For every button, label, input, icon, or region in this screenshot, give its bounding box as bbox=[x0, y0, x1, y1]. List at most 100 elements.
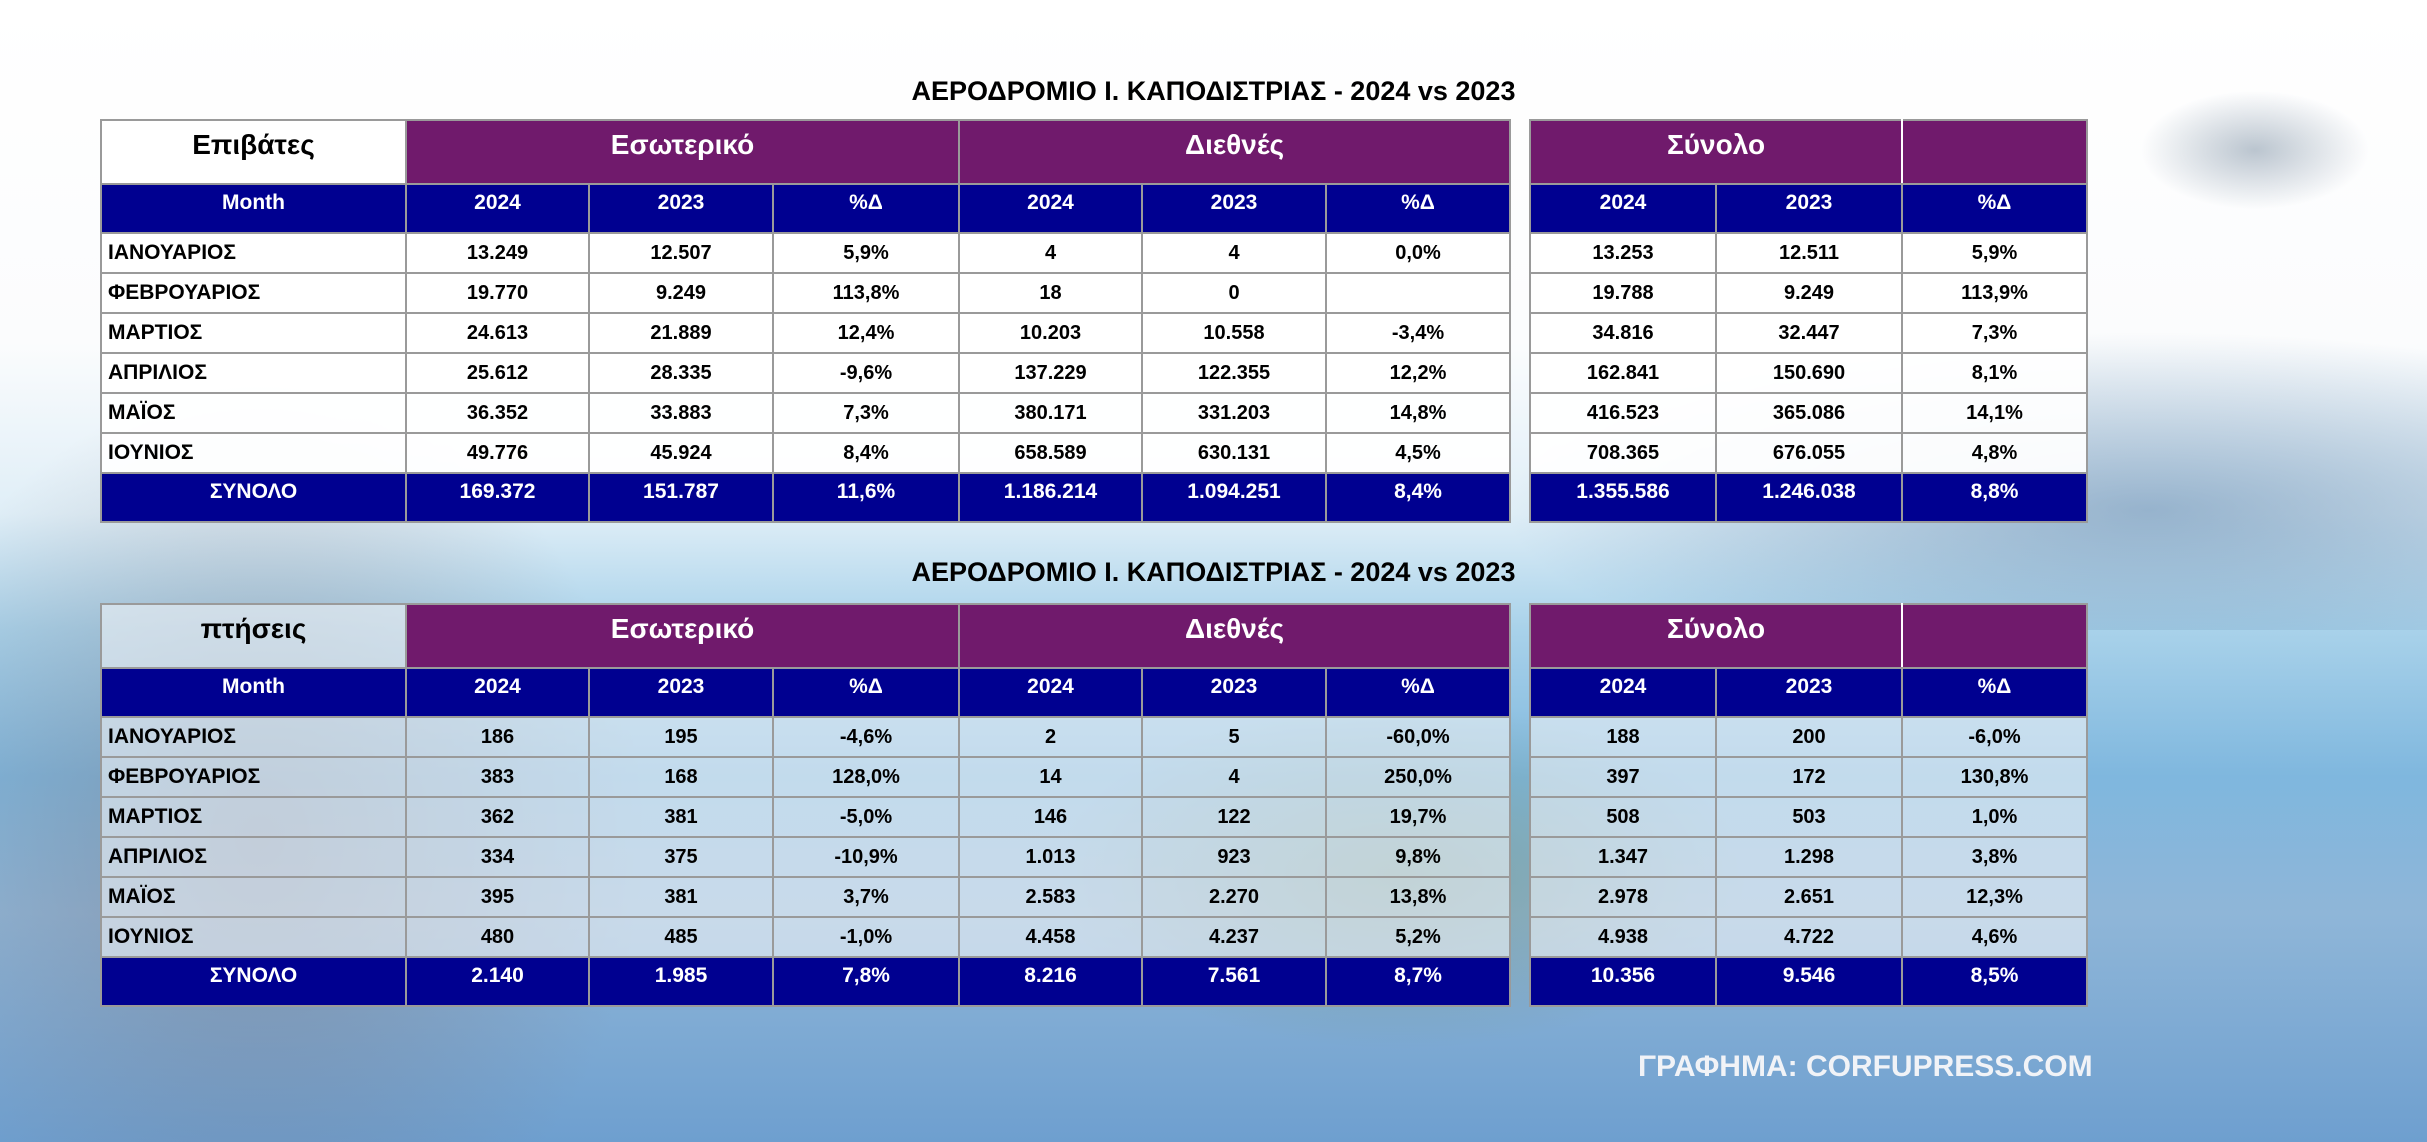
value-cell: 381 bbox=[588, 876, 774, 918]
value-cell: 13.253 bbox=[1529, 232, 1717, 274]
group-header-empty bbox=[1901, 603, 2088, 669]
total-value-cell: 8.216 bbox=[958, 956, 1143, 1007]
column-gap bbox=[1510, 273, 1530, 313]
column-header: %Δ bbox=[772, 183, 960, 234]
value-cell: 9.249 bbox=[588, 272, 774, 314]
value-cell: 137.229 bbox=[958, 352, 1143, 394]
total-value-cell: 151.787 bbox=[588, 472, 774, 523]
value-cell: 2.583 bbox=[958, 876, 1143, 918]
total-value-cell: 8,8% bbox=[1901, 472, 2088, 523]
value-cell: 13.249 bbox=[405, 232, 590, 274]
value-cell: 9,8% bbox=[1325, 836, 1511, 878]
total-value-cell: 2.140 bbox=[405, 956, 590, 1007]
month-cell: ΦΕΒΡΟΥΑΡΙΟΣ bbox=[100, 756, 407, 798]
value-cell: 4 bbox=[1141, 756, 1327, 798]
column-gap bbox=[1510, 353, 1530, 393]
column-header: %Δ bbox=[1901, 183, 2088, 234]
value-cell: 113,8% bbox=[772, 272, 960, 314]
value-cell: 4.938 bbox=[1529, 916, 1717, 958]
value-cell: 0,0% bbox=[1325, 232, 1511, 274]
passengers-table: Επιβάτες Εσωτερικό Διεθνές Σύνολο Month 2024 2… bbox=[100, 119, 2088, 523]
total-value-cell: 8,7% bbox=[1325, 956, 1511, 1007]
value-cell: 923 bbox=[1141, 836, 1327, 878]
column-gap bbox=[1510, 473, 1530, 522]
value-cell: 36.352 bbox=[405, 392, 590, 434]
group-header-total: Σύνολο bbox=[1529, 119, 1903, 185]
value-cell: 708.365 bbox=[1529, 432, 1717, 474]
value-cell: 33.883 bbox=[588, 392, 774, 434]
column-gap bbox=[1510, 604, 1530, 668]
value-cell: 658.589 bbox=[958, 432, 1143, 474]
group-header-row: Επιβάτες Εσωτερικό Διεθνές Σύνολο bbox=[100, 119, 2088, 185]
total-value-cell: 9.546 bbox=[1715, 956, 1903, 1007]
month-cell: ΑΠΡΙΛΙΟΣ bbox=[100, 836, 407, 878]
value-cell: 381 bbox=[588, 796, 774, 838]
value-cell: -9,6% bbox=[772, 352, 960, 394]
value-cell: -4,6% bbox=[772, 716, 960, 758]
total-label: ΣΥΝΟΛΟ bbox=[100, 956, 407, 1007]
month-cell: ΙΑΝΟΥΑΡΙΟΣ bbox=[100, 232, 407, 274]
table-row: ΦΕΒΡΟΥΑΡΙΟΣ 383 168 128,0% 14 4 250,0% 397 172 13… bbox=[100, 756, 2088, 798]
column-gap bbox=[1510, 717, 1530, 757]
value-cell: 2.270 bbox=[1141, 876, 1327, 918]
value-cell: 12,2% bbox=[1325, 352, 1511, 394]
column-header: 2024 bbox=[1529, 183, 1717, 234]
value-cell: 365.086 bbox=[1715, 392, 1903, 434]
table-row: ΜΑΪΟΣ 36.352 33.883 7,3% 380.171 331.203 14,8%… bbox=[100, 392, 2088, 434]
total-row: ΣΥΝΟΛΟ 2.140 1.985 7,8% 8.216 7.561 8,7% 10.356… bbox=[100, 956, 2088, 1007]
column-gap bbox=[1510, 797, 1530, 837]
month-header: Month bbox=[100, 667, 407, 718]
value-cell: 14,8% bbox=[1325, 392, 1511, 434]
column-header: %Δ bbox=[1901, 667, 2088, 718]
column-header: 2023 bbox=[588, 183, 774, 234]
column-gap bbox=[1510, 757, 1530, 797]
value-cell: 21.889 bbox=[588, 312, 774, 354]
month-cell: ΑΠΡΙΛΙΟΣ bbox=[100, 352, 407, 394]
value-cell: 4.722 bbox=[1715, 916, 1903, 958]
table-row: ΜΑΡΤΙΟΣ 362 381 -5,0% 146 122 19,7% 508 503 1,0% bbox=[100, 796, 2088, 838]
value-cell: 416.523 bbox=[1529, 392, 1717, 434]
column-header: %Δ bbox=[772, 667, 960, 718]
corner-label: Επιβάτες bbox=[100, 119, 407, 185]
total-value-cell: 1.246.038 bbox=[1715, 472, 1903, 523]
value-cell: 3,8% bbox=[1901, 836, 2088, 878]
total-value-cell: 8,5% bbox=[1901, 956, 2088, 1007]
value-cell: 200 bbox=[1715, 716, 1903, 758]
value-cell: 7,3% bbox=[772, 392, 960, 434]
value-cell: 19.770 bbox=[405, 272, 590, 314]
value-cell: 331.203 bbox=[1141, 392, 1327, 434]
credit-text: ΓΡΑΦΗΜΑ: CORFUPRESS.COM bbox=[1638, 1050, 2093, 1083]
value-cell: 5,9% bbox=[772, 232, 960, 274]
value-cell: 630.131 bbox=[1141, 432, 1327, 474]
column-header-row: Month 2024 2023 %Δ 2024 2023 %Δ 2024 2023 %Δ bbox=[100, 183, 2088, 234]
total-value-cell: 169.372 bbox=[405, 472, 590, 523]
value-cell: -10,9% bbox=[772, 836, 960, 878]
value-cell: 334 bbox=[405, 836, 590, 878]
value-cell: 4,5% bbox=[1325, 432, 1511, 474]
value-cell: 380.171 bbox=[958, 392, 1143, 434]
value-cell: 8,1% bbox=[1901, 352, 2088, 394]
column-gap bbox=[1510, 184, 1530, 233]
table-row: ΙΑΝΟΥΑΡΙΟΣ 13.249 12.507 5,9% 4 4 0,0% 13.253 12… bbox=[100, 232, 2088, 274]
background-photo-airplane bbox=[2140, 90, 2370, 210]
flights-table: πτήσεις Εσωτερικό Διεθνές Σύνολο Month 2024 20… bbox=[100, 603, 2088, 1007]
value-cell: 2.978 bbox=[1529, 876, 1717, 918]
table-row: ΙΟΥΝΙΟΣ 49.776 45.924 8,4% 658.589 630.131 4,5… bbox=[100, 432, 2088, 474]
group-header-domestic: Εσωτερικό bbox=[405, 603, 960, 669]
value-cell: 4 bbox=[958, 232, 1143, 274]
value-cell: 1.298 bbox=[1715, 836, 1903, 878]
value-cell: 676.055 bbox=[1715, 432, 1903, 474]
column-header: 2023 bbox=[588, 667, 774, 718]
corner-label: πτήσεις bbox=[100, 603, 407, 669]
column-header: %Δ bbox=[1325, 667, 1511, 718]
column-header: 2023 bbox=[1141, 183, 1327, 234]
group-header-international: Διεθνές bbox=[958, 603, 1511, 669]
month-cell: ΙΑΝΟΥΑΡΙΟΣ bbox=[100, 716, 407, 758]
value-cell: 18 bbox=[958, 272, 1143, 314]
column-header: 2024 bbox=[958, 667, 1143, 718]
value-cell: 188 bbox=[1529, 716, 1717, 758]
column-gap bbox=[1510, 120, 1530, 184]
table-row: ΦΕΒΡΟΥΑΡΙΟΣ 19.770 9.249 113,8% 18 0 19.788 9.2… bbox=[100, 272, 2088, 314]
column-header: 2023 bbox=[1715, 667, 1903, 718]
value-cell: 4,6% bbox=[1901, 916, 2088, 958]
